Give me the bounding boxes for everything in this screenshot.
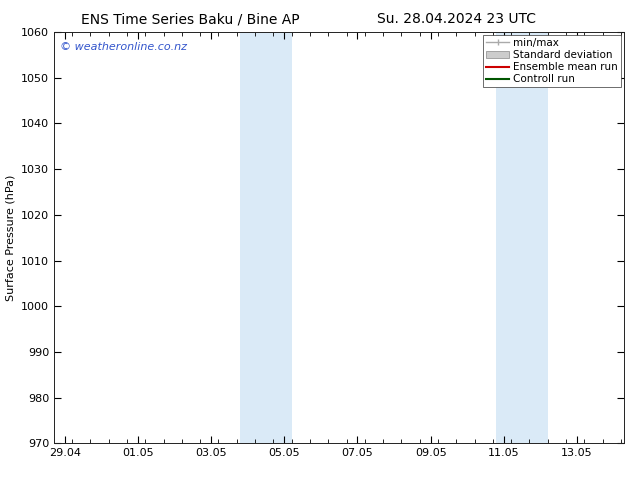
Text: Su. 28.04.2024 23 UTC: Su. 28.04.2024 23 UTC: [377, 12, 536, 26]
Bar: [496, 32, 548, 443]
Legend: min/max, Standard deviation, Ensemble mean run, Controll run: min/max, Standard deviation, Ensemble me…: [483, 35, 621, 88]
Text: © weatheronline.co.nz: © weatheronline.co.nz: [60, 42, 186, 52]
Text: ENS Time Series Baku / Bine AP: ENS Time Series Baku / Bine AP: [81, 12, 299, 26]
Y-axis label: Surface Pressure (hPa): Surface Pressure (hPa): [5, 174, 15, 301]
Bar: [240, 32, 292, 443]
